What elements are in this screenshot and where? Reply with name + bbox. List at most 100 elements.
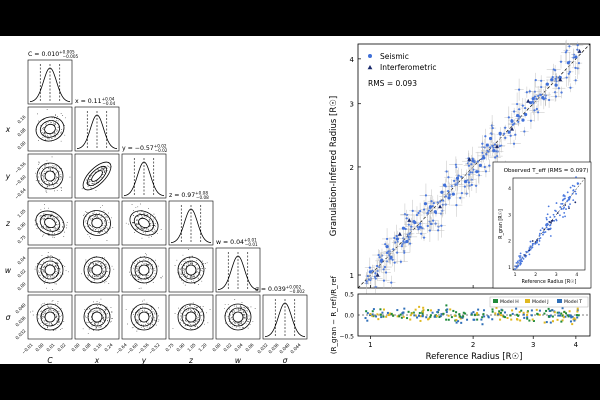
corner-ytick-label: 0.90 [16, 221, 27, 232]
residual-point [553, 311, 556, 314]
inset-point [539, 237, 542, 239]
corner-contour [86, 165, 108, 187]
residual-point [455, 318, 458, 321]
seismic-point-bg [382, 268, 385, 271]
residual-point [516, 313, 519, 316]
inset-point [531, 244, 534, 247]
residual-point [483, 315, 486, 318]
seismic-point-bg [459, 196, 462, 200]
residual-point [406, 317, 409, 320]
residual-point [561, 307, 564, 310]
corner-contour [181, 260, 201, 280]
residual-point [561, 314, 564, 317]
residual-point [435, 315, 438, 318]
inset-point [520, 260, 523, 263]
corner-contour [40, 260, 60, 280]
seismic-point-bg [392, 248, 395, 251]
seismic-point-bg [417, 211, 420, 215]
inset-point [564, 204, 567, 206]
residual-point [429, 315, 432, 318]
residual-point [577, 314, 580, 317]
residual-point [502, 315, 505, 318]
seismic-point-bg [551, 75, 554, 79]
residual-point [387, 314, 390, 317]
seismic-point-bg [430, 200, 433, 203]
corner-title-y: y = −0.57+0.02 −0.02 [122, 144, 168, 154]
seismic-point [478, 163, 482, 167]
inset-point [519, 263, 522, 266]
corner-ytick-label: −0.56 [14, 161, 28, 175]
residual-point [447, 318, 450, 321]
residual-point [445, 311, 448, 314]
corner-contour [224, 303, 252, 331]
corner-ytick-label: 0.040 [14, 302, 27, 315]
inset-point [567, 205, 570, 208]
residual-point [491, 310, 494, 313]
residual-point [372, 315, 375, 318]
corner-xlabel-z: z [188, 356, 194, 364]
seismic-point-bg [420, 232, 423, 235]
residual-point [386, 311, 389, 314]
seismic-point [440, 190, 444, 194]
corner-contour [91, 311, 103, 323]
corner-xtick-label: 0.00 [34, 342, 45, 353]
residual-point [562, 316, 565, 319]
residual-point [520, 309, 523, 312]
residual-point [460, 321, 463, 324]
seismic-point [405, 239, 409, 244]
residual-y-tick-label: −0.5 [339, 334, 354, 341]
seismic-point-bg [554, 77, 557, 81]
seismic-point-bg [434, 222, 437, 225]
seismic-point-bg [368, 266, 371, 269]
inset-point [538, 240, 541, 242]
residual-point [422, 306, 425, 309]
seismic-point-bg [384, 271, 388, 274]
seismic-point-bg [572, 53, 575, 56]
inset-point [569, 203, 571, 206]
residual-point [543, 321, 546, 324]
corner-xlabel-σ: σ [283, 356, 288, 364]
corner-ytick-label: −0.60 [14, 174, 28, 188]
residual-point [422, 309, 425, 312]
seismic-point-bg [512, 142, 516, 145]
residual-legend-box [489, 296, 589, 308]
inset-point [547, 205, 550, 208]
seismic-point-bg [491, 124, 494, 127]
residual-point [418, 311, 421, 314]
seismic-point [413, 220, 417, 225]
residual-point [457, 320, 460, 323]
seismic-point-bg [374, 277, 377, 280]
seismic-point-bg [448, 193, 451, 196]
interferometric-point [375, 272, 380, 277]
residual-point [409, 314, 412, 317]
residual-point [481, 316, 484, 319]
corner-contour [177, 256, 205, 284]
seismic-point-bg [544, 97, 547, 100]
seismic-point-bg [554, 95, 557, 98]
seismic-point-bg [365, 280, 368, 283]
corner-ytick-label: 0.08 [16, 127, 27, 138]
seismic-point-bg [491, 126, 494, 130]
corner-contour [44, 217, 56, 229]
interferometric-point [467, 157, 472, 161]
residual-point [569, 314, 572, 317]
seismic-point-bg [375, 264, 379, 268]
residual-point [425, 316, 428, 319]
corner-xtick-label: 0.90 [175, 342, 186, 353]
corner-xlabel-x: x [94, 356, 100, 364]
residual-point [531, 318, 534, 321]
seismic-point-bg [457, 174, 460, 177]
rms-annotation: RMS = 0.093 [368, 79, 417, 88]
residual-point [476, 312, 479, 315]
seismic-point-bg [424, 194, 428, 197]
residual-point [491, 318, 494, 321]
residual-point [499, 311, 502, 314]
seismic-point-bg [393, 261, 396, 264]
seismic-point-bg [568, 45, 571, 48]
corner-contour [35, 116, 65, 142]
corner-contour [40, 166, 60, 186]
seismic-point-bg [378, 256, 381, 259]
residual-point [445, 318, 448, 321]
legend-seismic-marker [368, 54, 372, 58]
corner-ylabel-σ: σ [6, 313, 11, 322]
